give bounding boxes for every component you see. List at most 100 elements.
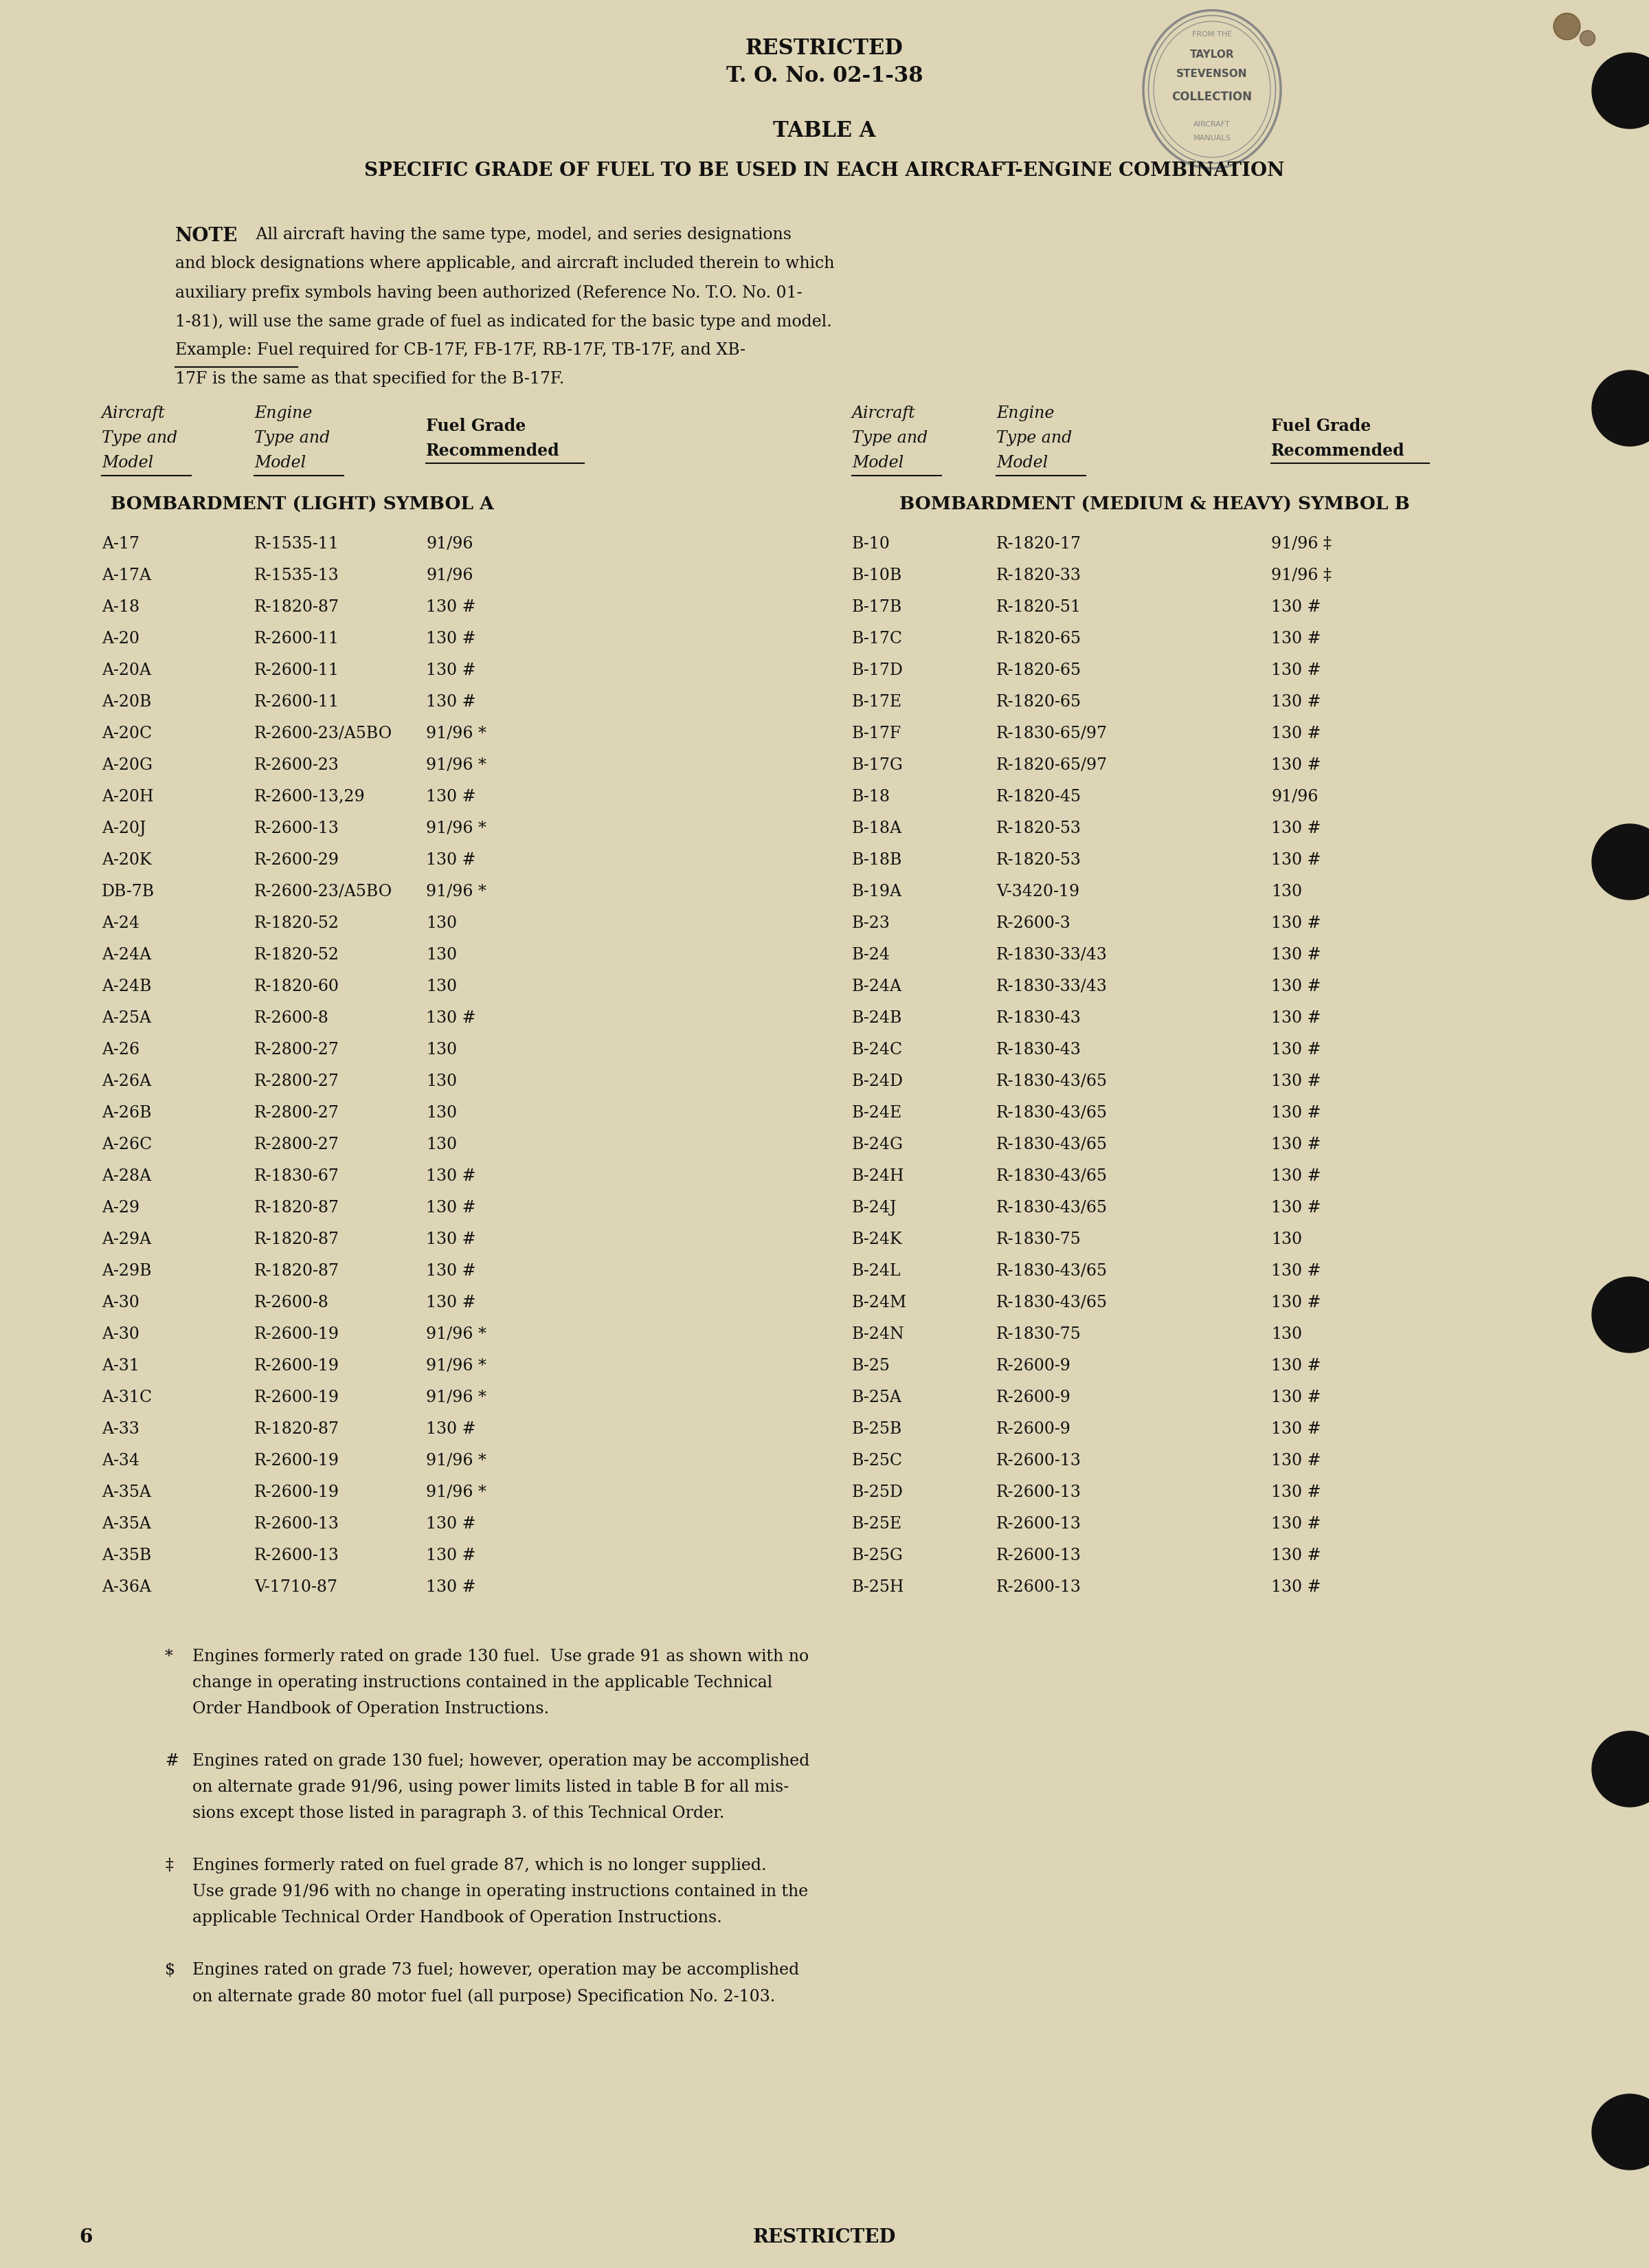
Text: TABLE A: TABLE A (773, 120, 876, 141)
Text: B-24J: B-24J (853, 1200, 897, 1216)
Text: R-1820-53: R-1820-53 (996, 821, 1082, 837)
Text: A-20A: A-20A (102, 662, 152, 678)
Text: B-10B: B-10B (853, 567, 902, 583)
Text: Model: Model (996, 456, 1047, 472)
Text: R-2800-27: R-2800-27 (254, 1105, 340, 1120)
Text: 130: 130 (425, 916, 457, 932)
Text: BOMBARDMENT (LIGHT) SYMBOL A: BOMBARDMENT (LIGHT) SYMBOL A (110, 497, 495, 513)
Text: Engine: Engine (996, 406, 1054, 422)
Text: B-17C: B-17C (853, 631, 904, 646)
Text: A-20H: A-20H (102, 789, 153, 805)
Text: R-2600-11: R-2600-11 (254, 631, 340, 646)
Text: R-2600-13: R-2600-13 (996, 1486, 1082, 1501)
Text: A-31C: A-31C (102, 1390, 152, 1406)
Text: A-30: A-30 (102, 1295, 140, 1311)
Text: Type and: Type and (254, 431, 330, 447)
Text: B-24D: B-24D (853, 1073, 904, 1089)
Text: A-35A: A-35A (102, 1486, 152, 1501)
Text: A-33: A-33 (102, 1422, 140, 1438)
Text: R-2600-29: R-2600-29 (254, 853, 340, 869)
Text: 130 #: 130 # (1271, 948, 1321, 964)
Text: B-24M: B-24M (853, 1295, 907, 1311)
Circle shape (1591, 370, 1649, 447)
Text: R-2600-3: R-2600-3 (996, 916, 1070, 932)
Text: R-2800-27: R-2800-27 (254, 1136, 340, 1152)
Text: B-17D: B-17D (853, 662, 904, 678)
Text: B-17B: B-17B (853, 599, 902, 615)
Text: B-24C: B-24C (853, 1041, 904, 1057)
Text: R-1820-60: R-1820-60 (254, 980, 340, 993)
Text: R-2600-9: R-2600-9 (996, 1390, 1072, 1406)
Text: Engines rated on grade 73 fuel; however, operation may be accomplished: Engines rated on grade 73 fuel; however,… (193, 1962, 800, 1978)
Text: 130 #: 130 # (425, 1232, 475, 1247)
Text: 130 #: 130 # (425, 1295, 475, 1311)
Text: R-1820-45: R-1820-45 (996, 789, 1082, 805)
Text: B-25E: B-25E (853, 1515, 902, 1531)
Text: R-1820-65: R-1820-65 (996, 662, 1082, 678)
Text: 130 #: 130 # (1271, 1168, 1321, 1184)
Text: B-25G: B-25G (853, 1547, 904, 1563)
Text: Model: Model (254, 456, 305, 472)
Text: 130 #: 130 # (425, 599, 475, 615)
Text: R-1820-52: R-1820-52 (254, 916, 340, 932)
Text: 130 #: 130 # (1271, 1579, 1321, 1594)
Text: R-2600-13: R-2600-13 (254, 1515, 340, 1531)
Text: 130 #: 130 # (1271, 1454, 1321, 1470)
Text: DB-7B: DB-7B (102, 885, 155, 900)
Text: R-1820-87: R-1820-87 (254, 1422, 340, 1438)
Text: 130: 130 (425, 980, 457, 993)
Text: A-26A: A-26A (102, 1073, 152, 1089)
Text: A-29A: A-29A (102, 1232, 152, 1247)
Text: B-24E: B-24E (853, 1105, 902, 1120)
Text: 91/96 *: 91/96 * (425, 1359, 486, 1374)
Text: 130: 130 (425, 948, 457, 964)
Text: sions except those listed in paragraph 3. of this Technical Order.: sions except those listed in paragraph 3… (193, 1805, 724, 1821)
Text: 130 #: 130 # (425, 1168, 475, 1184)
Text: R-1535-13: R-1535-13 (254, 567, 340, 583)
Text: 91/96 *: 91/96 * (425, 885, 486, 900)
Text: 130 #: 130 # (1271, 1295, 1321, 1311)
Text: 130: 130 (425, 1041, 457, 1057)
Text: A-35B: A-35B (102, 1547, 152, 1563)
Text: Type and: Type and (996, 431, 1072, 447)
Text: B-25H: B-25H (853, 1579, 904, 1594)
Text: R-1830-75: R-1830-75 (996, 1232, 1082, 1247)
Text: R-2600-13: R-2600-13 (996, 1579, 1082, 1594)
Text: R-1830-43/65: R-1830-43/65 (996, 1073, 1108, 1089)
Text: 130 #: 130 # (1271, 1422, 1321, 1438)
Text: R-2600-23/A5BO: R-2600-23/A5BO (254, 726, 392, 742)
Text: A-20: A-20 (102, 631, 140, 646)
Text: $: $ (165, 1962, 175, 1978)
Text: 91/96 *: 91/96 * (425, 1327, 486, 1343)
Text: R-2600-13: R-2600-13 (254, 821, 340, 837)
Text: 130: 130 (425, 1136, 457, 1152)
Text: B-25D: B-25D (853, 1486, 904, 1501)
Text: R-1820-51: R-1820-51 (996, 599, 1082, 615)
Text: Aircraft: Aircraft (853, 406, 915, 422)
Text: 91/96 *: 91/96 * (425, 758, 486, 773)
Text: 130 #: 130 # (1271, 1390, 1321, 1406)
Text: 130 #: 130 # (1271, 853, 1321, 869)
Text: 130 #: 130 # (1271, 1200, 1321, 1216)
Text: A-20G: A-20G (102, 758, 153, 773)
Text: A-20K: A-20K (102, 853, 152, 869)
Text: Fuel Grade: Fuel Grade (1271, 417, 1370, 435)
Text: Type and: Type and (853, 431, 928, 447)
Text: R-2600-8: R-2600-8 (254, 1295, 330, 1311)
Text: A-24: A-24 (102, 916, 140, 932)
Text: 130 #: 130 # (1271, 1105, 1321, 1120)
Text: BOMBARDMENT (MEDIUM & HEAVY) SYMBOL B: BOMBARDMENT (MEDIUM & HEAVY) SYMBOL B (899, 497, 1410, 513)
Text: 91/96 ‡: 91/96 ‡ (1271, 567, 1331, 583)
Text: B-18A: B-18A (853, 821, 902, 837)
Text: R-1830-43/65: R-1830-43/65 (996, 1168, 1108, 1184)
Text: Engine: Engine (254, 406, 312, 422)
Text: 130 #: 130 # (425, 853, 475, 869)
Text: 130 #: 130 # (1271, 1041, 1321, 1057)
Text: R-2600-11: R-2600-11 (254, 662, 340, 678)
Text: R-1820-17: R-1820-17 (996, 535, 1082, 551)
Text: change in operating instructions contained in the applicable Technical: change in operating instructions contain… (193, 1674, 772, 1690)
Text: R-1830-43/65: R-1830-43/65 (996, 1105, 1108, 1120)
Text: R-1830-33/43: R-1830-33/43 (996, 980, 1108, 993)
Text: A-31: A-31 (102, 1359, 140, 1374)
Text: 91/96: 91/96 (425, 567, 473, 583)
